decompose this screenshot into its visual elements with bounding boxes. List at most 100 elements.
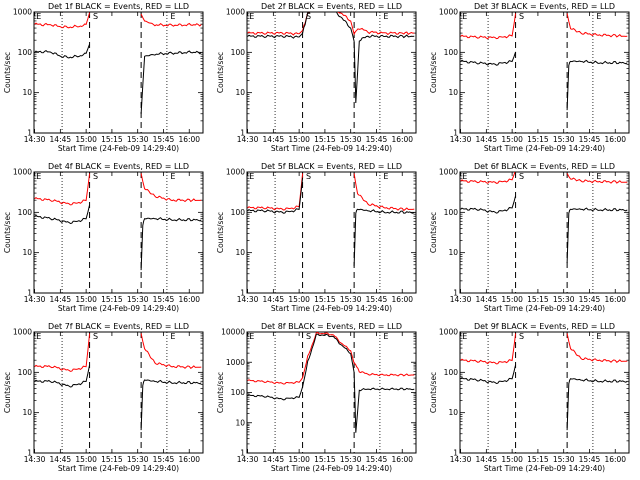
series-line xyxy=(566,333,628,363)
chart-title: Det 9f BLACK = Events, RED = LLD xyxy=(474,322,615,331)
y-tick-label: 10 xyxy=(448,88,458,97)
x-tick-label: 15:00 xyxy=(288,295,310,304)
series-line xyxy=(247,332,415,385)
x-tick-label: 14:30 xyxy=(450,455,472,464)
x-tick-label: 16:00 xyxy=(391,135,413,144)
chart-title: Det 7f BLACK = Events, RED = LLD xyxy=(48,322,189,331)
x-axis-label: Start Time (24-Feb-09 14:29:40) xyxy=(484,144,605,153)
series-line xyxy=(140,50,202,115)
detector-chart: Det 8f BLACK = Events, RED = LLD 1 10 100 10… xyxy=(216,322,417,473)
series-line xyxy=(34,333,91,372)
x-tick-label: 15:15 xyxy=(314,295,336,304)
chart-title: Det 6f BLACK = Events, RED = LLD xyxy=(474,162,615,171)
plot-frame xyxy=(33,11,204,134)
x-tick-label: 14:45 xyxy=(476,135,498,144)
x-axis-label: Start Time (24-Feb-09 14:29:40) xyxy=(271,304,392,313)
x-tick-label: 15:30 xyxy=(553,295,575,304)
y-tick-label: 1 xyxy=(240,449,245,458)
x-tick-label: 15:15 xyxy=(527,135,549,144)
series-line xyxy=(460,172,516,184)
y-axis-label: Counts/sec xyxy=(216,212,225,253)
series-line xyxy=(566,173,628,184)
y-axis-label: Counts/sec xyxy=(216,372,225,413)
y-tick-label: 1 xyxy=(27,129,32,138)
detector-panel: Det 4f BLACK = Events, RED = LLD 1 10 100 10… xyxy=(0,160,213,320)
x-tick-label: 15:30 xyxy=(340,135,362,144)
y-axis-label: Counts/sec xyxy=(3,52,12,93)
x-axis-label: Start Time (24-Feb-09 14:29:40) xyxy=(271,464,392,473)
x-tick-label: 14:45 xyxy=(50,295,72,304)
x-tick-label: 14:45 xyxy=(263,295,285,304)
x-tick-label: 16:00 xyxy=(391,455,413,464)
x-tick-label: 15:00 xyxy=(501,295,523,304)
x-tick-label: 15:00 xyxy=(75,455,97,464)
y-axis-label: Counts/sec xyxy=(429,212,438,253)
series-line xyxy=(460,51,517,66)
y-tick-label: 100 xyxy=(231,388,246,397)
series-line xyxy=(34,43,91,59)
interval-letter: S xyxy=(306,332,311,341)
x-tick-label: 14:30 xyxy=(24,295,46,304)
chart-title: Det 8f BLACK = Events, RED = LLD xyxy=(261,322,402,331)
x-tick-label: 15:00 xyxy=(288,135,310,144)
interval-letter: E xyxy=(383,172,388,181)
x-tick-label: 15:15 xyxy=(101,455,123,464)
x-tick-label: 14:30 xyxy=(237,455,259,464)
plot-frame xyxy=(33,171,204,294)
interval-letter: E xyxy=(249,12,254,21)
interval-letter: E xyxy=(462,332,467,341)
x-axis-label: Start Time (24-Feb-09 14:29:40) xyxy=(271,144,392,153)
interval-letter: S xyxy=(93,332,98,341)
y-axis-label: Counts/sec xyxy=(429,52,438,93)
series-line xyxy=(34,364,91,388)
x-tick-label: 14:30 xyxy=(237,135,259,144)
series-line xyxy=(34,12,91,29)
plot-frame xyxy=(246,171,417,294)
y-tick-label: 100 xyxy=(18,368,33,377)
series-line xyxy=(566,59,628,111)
plot-frame xyxy=(459,11,630,134)
y-tick-label: 1000 xyxy=(13,8,32,17)
x-tick-label: 15:45 xyxy=(579,295,601,304)
chart-title: Det 4f BLACK = Events, RED = LLD xyxy=(48,162,189,171)
y-tick-label: 100 xyxy=(18,208,33,217)
interval-letter: S xyxy=(93,172,98,181)
series-line xyxy=(566,378,628,431)
x-tick-label: 14:45 xyxy=(263,455,285,464)
series-line xyxy=(353,173,415,212)
x-tick-label: 15:00 xyxy=(501,135,523,144)
detector-panel: Det 9f BLACK = Events, RED = LLD 1 10 100 10… xyxy=(426,320,639,480)
x-tick-label: 15:30 xyxy=(340,295,362,304)
x-tick-label: 16:00 xyxy=(391,295,413,304)
series-line xyxy=(460,364,517,385)
y-tick-label: 1000 xyxy=(226,358,245,367)
x-tick-label: 16:00 xyxy=(178,295,200,304)
x-tick-label: 15:45 xyxy=(366,135,388,144)
y-tick-label: 100 xyxy=(231,48,246,57)
x-tick-label: 14:45 xyxy=(50,135,72,144)
x-tick-label: 14:45 xyxy=(476,455,498,464)
detector-chart: Det 9f BLACK = Events, RED = LLD 1 10 100 10… xyxy=(429,322,630,473)
y-tick-label: 1000 xyxy=(13,168,32,177)
y-tick-label: 10 xyxy=(22,408,32,417)
y-tick-label: 100 xyxy=(231,208,246,217)
y-tick-label: 100 xyxy=(18,48,33,57)
x-tick-label: 14:45 xyxy=(263,135,285,144)
series-line xyxy=(34,204,91,225)
x-axis-label: Start Time (24-Feb-09 14:29:40) xyxy=(58,464,179,473)
y-tick-label: 1 xyxy=(453,129,458,138)
x-tick-label: 15:15 xyxy=(101,295,123,304)
series-line xyxy=(247,173,304,211)
x-tick-label: 15:15 xyxy=(527,295,549,304)
series-line xyxy=(140,173,202,203)
x-tick-label: 15:45 xyxy=(366,455,388,464)
series-line xyxy=(140,379,202,431)
detector-chart: Det 5f BLACK = Events, RED = LLD 1 10 100 10… xyxy=(216,162,417,313)
y-tick-label: 10 xyxy=(22,248,32,257)
interval-letter: S xyxy=(306,172,311,181)
detector-chart: Det 2f BLACK = Events, RED = LLD 1 10 100 10… xyxy=(216,2,417,153)
y-tick-label: 1 xyxy=(453,289,458,298)
x-tick-label: 15:45 xyxy=(579,135,601,144)
series-line xyxy=(460,195,517,214)
